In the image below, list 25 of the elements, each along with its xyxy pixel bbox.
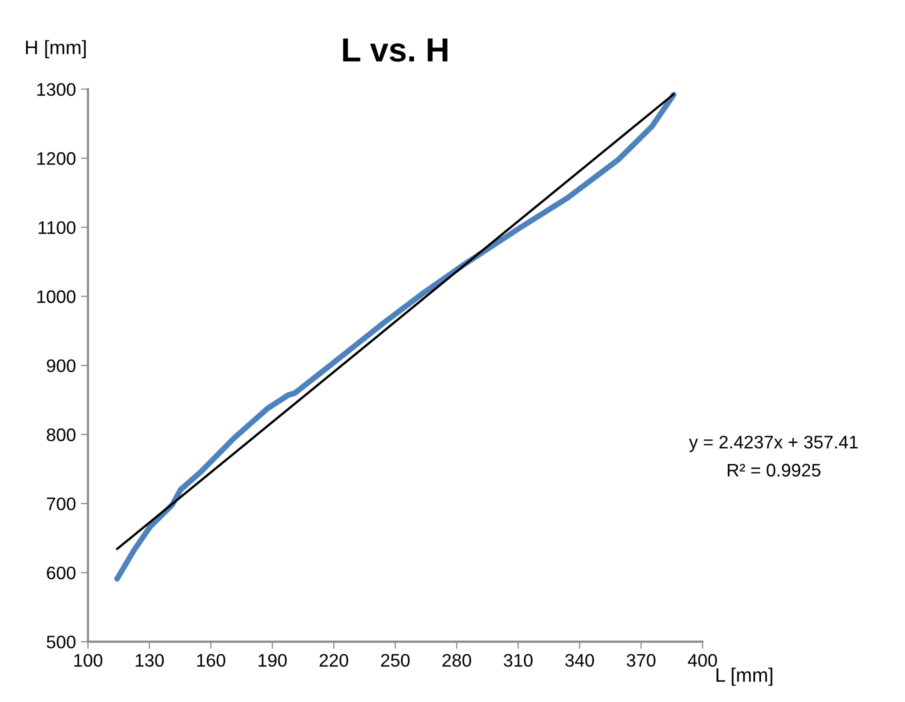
x-tick-label: 160 — [197, 654, 226, 667]
y-tick-label: 1200 — [37, 152, 76, 165]
x-tick-label: 100 — [74, 654, 102, 667]
x-tick-label: 190 — [258, 654, 287, 667]
y-tick-label: 700 — [46, 497, 76, 510]
y-tick-label: 800 — [46, 428, 76, 442]
y-tick-label: 600 — [46, 566, 76, 580]
y-tick-label: 1300 — [37, 83, 76, 96]
x-axis-title: L [mm] — [716, 668, 772, 686]
chart-title: L vs. H — [343, 38, 448, 62]
y-tick-label: 900 — [46, 359, 76, 372]
x-tick-label: 400 — [688, 654, 717, 667]
x-tick-label: 130 — [136, 654, 164, 667]
y-axis-title: H [mm] — [26, 40, 86, 58]
x-tick-label: 250 — [381, 654, 410, 667]
y-tick-label: 1100 — [38, 221, 76, 234]
x-tick-label: 310 — [504, 654, 533, 667]
x-tick-label: 280 — [442, 654, 472, 667]
annotation: y = 2.4237x + 357.41 — [688, 436, 858, 452]
text: R² = 0.9925 — [728, 464, 820, 477]
x-tick-label: 340 — [565, 654, 594, 667]
x-tick-label: 220 — [320, 654, 348, 667]
y-tick-label: 1000 — [37, 290, 76, 304]
x-tick-label: 370 — [626, 654, 656, 667]
y-tick-label: 500 — [46, 636, 76, 648]
